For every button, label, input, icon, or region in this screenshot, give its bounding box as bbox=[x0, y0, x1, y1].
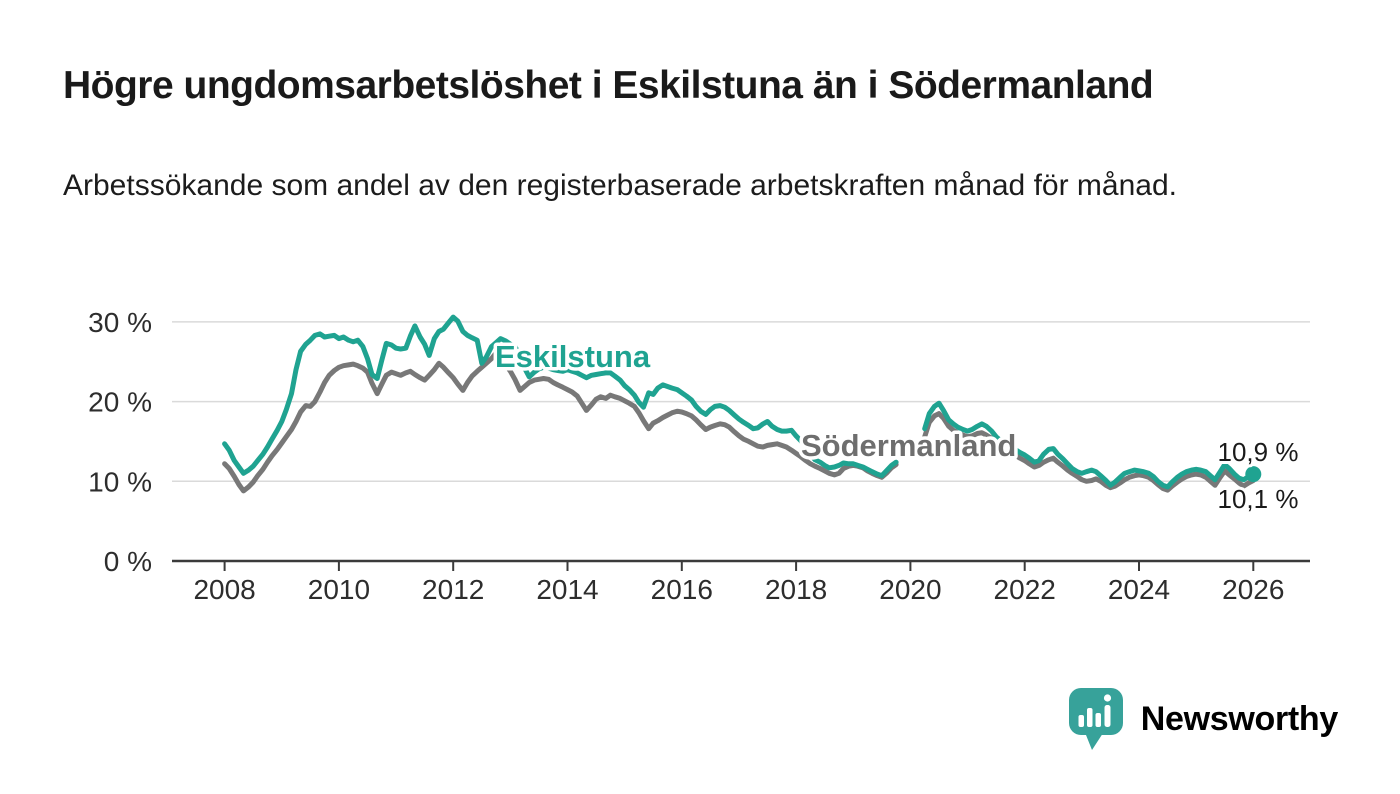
eskilstuna-series-label: Eskilstuna bbox=[495, 339, 651, 374]
x-tick-label: 2026 bbox=[1222, 574, 1284, 605]
x-axis: 2008 2010 2012 2014 2016 2018 2020 2022 2024 2026 bbox=[172, 559, 1310, 605]
eskilstuna-end-value-label: 10,9 % bbox=[1218, 437, 1299, 467]
sodermanland-series-label: Södermanland bbox=[801, 428, 1016, 463]
x-tick-label: 2022 bbox=[994, 574, 1056, 605]
y-tick-label: 10 % bbox=[88, 466, 152, 497]
y-tick-label: 30 % bbox=[88, 307, 152, 338]
x-tick-label: 2018 bbox=[765, 574, 827, 605]
x-tick-label: 2020 bbox=[879, 574, 941, 605]
chart-subtitle: Arbetssökande som andel av den registerb… bbox=[63, 169, 1177, 202]
page-title: Högre ungdomsarbetslöshet i Eskilstuna ä… bbox=[63, 64, 1154, 107]
newsworthy-logo-icon bbox=[1068, 688, 1123, 750]
newsworthy-logo-text: Newsworthy bbox=[1140, 699, 1339, 738]
eskilstuna-series bbox=[222, 314, 1262, 490]
x-tick-label: 2024 bbox=[1108, 574, 1170, 605]
sodermanland-series bbox=[222, 350, 1256, 494]
sodermanland-line bbox=[222, 350, 899, 494]
x-tick-label: 2012 bbox=[422, 574, 484, 605]
x-tick-label: 2008 bbox=[193, 574, 255, 605]
x-tick-label: 2016 bbox=[651, 574, 713, 605]
eskilstuna-line bbox=[222, 314, 899, 479]
y-tick-label: 20 % bbox=[88, 387, 152, 418]
newsworthy-logo: Newsworthy bbox=[1067, 686, 1338, 752]
eskilstuna-end-dot bbox=[1245, 466, 1262, 483]
sodermanland-end-value-label: 10,1 % bbox=[1218, 484, 1299, 514]
y-axis: 0 % 10 % 20 % 30 % bbox=[88, 307, 152, 577]
y-tick-label: 0 % bbox=[104, 546, 152, 577]
gridlines bbox=[172, 321, 1310, 483]
x-tick-label: 2010 bbox=[308, 574, 370, 605]
x-tick-label: 2014 bbox=[536, 574, 598, 605]
eskilstuna-line bbox=[922, 400, 1256, 490]
sodermanland-line bbox=[922, 411, 1256, 493]
